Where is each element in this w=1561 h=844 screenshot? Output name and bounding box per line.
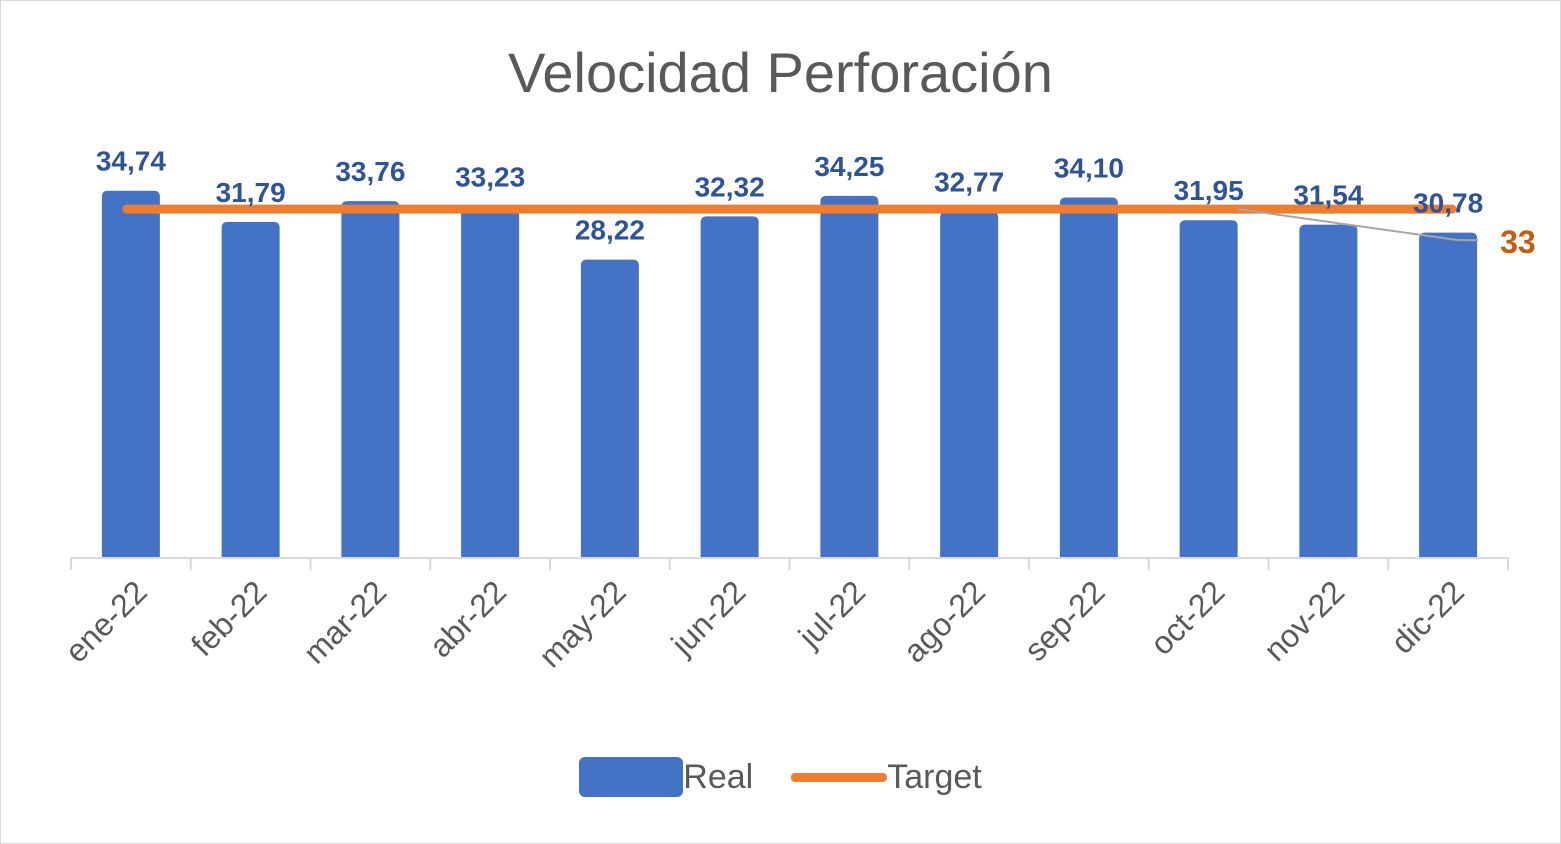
data-label-may-22: 28,22 xyxy=(575,215,645,246)
bar-feb-22 xyxy=(221,221,280,559)
bar-nov-22 xyxy=(1299,224,1358,558)
bar-dic-22 xyxy=(1419,232,1478,558)
tick-label-may-22: may-22 xyxy=(532,573,633,674)
legend-item-real: Real xyxy=(579,757,753,797)
data-label-nov-22: 31,54 xyxy=(1293,180,1363,211)
tick-label-ene-22: ene-22 xyxy=(58,573,154,669)
data-label-sep-22: 34,10 xyxy=(1054,153,1124,184)
target-leader-line xyxy=(1238,208,1479,242)
data-labels: 34,74 31,79 33,76 33,23 28,22 32,32 34,25 32,77… xyxy=(96,146,1483,246)
data-label-ene-22: 34,74 xyxy=(96,146,166,177)
tick-label-dic-22: dic-22 xyxy=(1384,573,1471,660)
data-label-mar-22: 33,76 xyxy=(335,156,405,187)
data-label-jun-22: 32,32 xyxy=(695,171,765,202)
data-label-abr-22: 33,23 xyxy=(455,162,525,193)
tick-label-abr-22: abr-22 xyxy=(422,573,513,664)
tick-label-jun-22: jun-22 xyxy=(664,573,753,662)
data-label-dic-22: 30,78 xyxy=(1413,188,1483,219)
bar-sep-22 xyxy=(1059,197,1118,558)
tick-label-mar-22: mar-22 xyxy=(296,573,393,670)
bar-oct-22 xyxy=(1179,220,1238,558)
tick-label-nov-22: nov-22 xyxy=(1257,573,1352,668)
bar-abr-22 xyxy=(461,206,520,558)
legend: Real Target xyxy=(0,752,1561,802)
tick-label-jul-22: jul-22 xyxy=(791,573,873,655)
bar-jul-22 xyxy=(820,195,879,558)
data-label-oct-22: 31,95 xyxy=(1174,175,1244,206)
chart-title: Velocidad Perforación xyxy=(508,41,1053,104)
tick-label-sep-22: sep-22 xyxy=(1017,573,1112,668)
legend-swatch-target xyxy=(791,772,888,782)
data-label-ago-22: 32,77 xyxy=(934,167,1004,198)
bar-jun-22 xyxy=(700,216,759,559)
tick-label-feb-22: feb-22 xyxy=(184,573,274,663)
tick-label-ago-22: ago-22 xyxy=(896,573,992,669)
bar-mar-22 xyxy=(341,201,400,558)
target-end-label: 33 xyxy=(1500,224,1536,260)
x-axis: ene-22 feb-22 mar-22 abr-22 may-22 jun-22 jul-… xyxy=(58,557,1509,674)
legend-label-real: Real xyxy=(683,757,754,796)
legend-label-target: Target xyxy=(887,757,982,796)
data-label-jul-22: 34,25 xyxy=(814,151,884,182)
bars-layer xyxy=(101,190,1478,559)
bar-ago-22 xyxy=(940,211,999,558)
bar-may-22 xyxy=(580,259,639,558)
tick-label-oct-22: oct-22 xyxy=(1143,573,1231,661)
data-label-feb-22: 31,79 xyxy=(216,177,286,208)
bar-ene-22 xyxy=(101,190,160,558)
legend-item-target: Target xyxy=(753,758,982,797)
target-layer: 33 xyxy=(122,204,1536,260)
legend-swatch-real xyxy=(579,757,684,797)
